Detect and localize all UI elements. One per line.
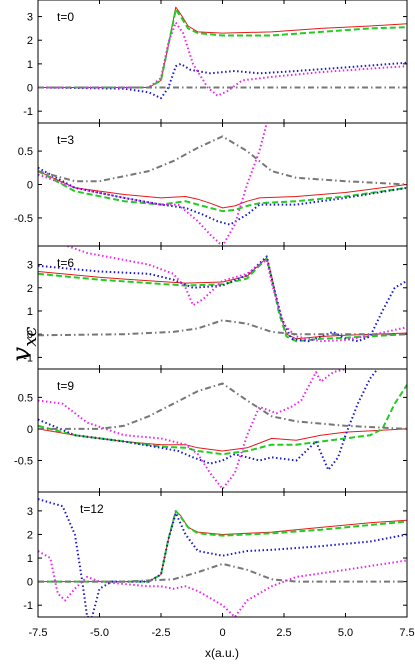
panel-3-series xyxy=(38,369,407,490)
panel-3-line-green xyxy=(38,384,407,456)
panel-3: -0.5 0 0.5 t=9 xyxy=(14,368,408,493)
panel-0-ytick-label-1: 0 xyxy=(27,83,33,95)
panel-2-line-magenta xyxy=(67,246,407,343)
panel-2-line-red xyxy=(38,257,407,340)
panel-3-line-red xyxy=(38,428,407,452)
panel-3-label: t=9 xyxy=(57,379,74,393)
panel-3-ytick-label-0: -0.5 xyxy=(14,455,33,467)
panel-1-series xyxy=(38,123,407,246)
y-axis-label: vxc xyxy=(7,327,41,362)
panel-0: -1 0 1 2 3 t=0 xyxy=(23,0,408,124)
panel-2-line-gray xyxy=(38,319,407,337)
panel-1-line-red xyxy=(38,170,407,209)
panel-0-line-green xyxy=(38,8,407,89)
panel-2-ytick-label-0: -1 xyxy=(23,352,33,364)
panel-0-ytick-label-4: 3 xyxy=(27,12,33,24)
panel-0-frame xyxy=(37,0,408,124)
panel-3-line-blue xyxy=(38,369,379,471)
panel-1: -0.5 0 0.5 t=3 xyxy=(14,122,408,247)
panel-3-line-gray xyxy=(38,382,407,430)
panel-2-line-green xyxy=(38,257,407,343)
panel-4-frame xyxy=(37,491,408,618)
panel-3-ytick-label-1: 0 xyxy=(27,424,33,436)
xtick-label-5: 5.0 xyxy=(338,627,353,639)
xtick-label-1: -5.0 xyxy=(90,627,109,639)
panel-4-ytick-label-3: 2 xyxy=(27,529,33,541)
panel-0-line-magenta xyxy=(38,21,407,97)
panel-4-ytick-label-4: 3 xyxy=(27,506,33,518)
panel-0-ytick-label-2: 1 xyxy=(27,59,33,71)
panel-0-ytick-label-3: 2 xyxy=(27,35,33,47)
panel-1-line-magenta xyxy=(38,123,268,246)
panel-1-frame xyxy=(37,122,408,247)
panel-3-line-magenta xyxy=(38,369,346,490)
panel-2-ytick-label-3: 2 xyxy=(27,283,33,295)
panel-0-label: t=0 xyxy=(57,10,74,24)
panel-4-label: t=12 xyxy=(80,502,104,516)
xtick-label-6: 7.5 xyxy=(399,627,414,639)
panel-4-line-blue xyxy=(38,498,407,617)
x-axis: -7.5 -5.0 -2.5 0 2.5 5.0 7.5 xyxy=(29,627,415,639)
panel-0-ytick-label-0: -1 xyxy=(23,106,33,118)
panel-4-line-gray xyxy=(38,562,407,583)
panel-2-series xyxy=(38,246,407,343)
panel-4-ytick-label-0: -1 xyxy=(23,600,33,612)
panel-4-line-red xyxy=(38,510,407,583)
panel-4-series xyxy=(38,498,407,617)
panels-layer: -1 0 1 2 3 t=0 -0.5 0 0.5 t=3 -1 0 1 2 3 t=6 -0.5 0 0.5 t=9… xyxy=(14,0,408,618)
panel-1-line-blue xyxy=(38,166,407,226)
panel-0-series xyxy=(38,6,407,100)
panel-2-line-blue xyxy=(38,255,407,343)
panel-0-line-red xyxy=(38,6,407,88)
panel-1-ytick-label-0: -0.5 xyxy=(14,213,33,225)
panel-2: -1 0 1 2 3 t=6 xyxy=(23,245,408,370)
panel-4-ytick-label-1: 0 xyxy=(27,577,33,589)
panel-4-ytick-label-2: 1 xyxy=(27,553,33,565)
x-axis-label: x(a.u.) xyxy=(205,646,239,660)
panel-1-ytick-label-2: 0.5 xyxy=(18,146,33,158)
panel-2-ytick-label-1: 0 xyxy=(27,329,33,341)
panel-4: -1 0 1 2 3 t=12 xyxy=(23,491,408,618)
panel-4-line-magenta xyxy=(38,550,407,617)
panel-1-line-green xyxy=(38,170,407,213)
xtick-label-2: -2.5 xyxy=(152,627,171,639)
xtick-label-0: -7.5 xyxy=(29,627,48,639)
panel-1-ytick-label-1: 0 xyxy=(27,180,33,192)
panel-3-ytick-label-2: 0.5 xyxy=(18,392,33,404)
y-axis-label-sub: xc xyxy=(20,327,41,347)
panel-1-label: t=3 xyxy=(57,133,74,147)
panel-2-ytick-label-4: 3 xyxy=(27,260,33,272)
xtick-label-3: 0 xyxy=(219,627,225,639)
panel-4-line-green xyxy=(38,509,407,583)
panel-2-label: t=6 xyxy=(57,256,74,270)
xtick-label-4: 2.5 xyxy=(276,627,291,639)
y-axis-label-main: v xyxy=(7,346,37,361)
panel-2-ytick-label-2: 1 xyxy=(27,306,33,318)
panel-0-line-blue xyxy=(38,61,407,100)
panel-1-line-gray xyxy=(38,135,407,186)
panel-2-frame xyxy=(37,245,408,370)
panel-3-frame xyxy=(37,368,408,493)
